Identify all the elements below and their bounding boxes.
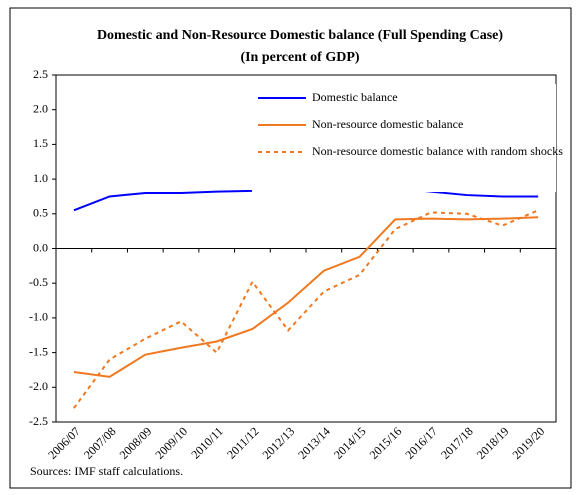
legend-label: Non-resource domestic balance [312, 117, 463, 131]
source-note: Sources: IMF staff calculations. [30, 464, 183, 478]
chart-title: Domestic and Non-Resource Domestic balan… [97, 28, 503, 43]
y-tick-label: 2.0 [33, 101, 48, 115]
y-tick-label: -2.5 [29, 414, 48, 428]
legend-label: Domestic balance [312, 90, 398, 104]
series-line [73, 209, 539, 409]
y-tick-label: 1.5 [33, 136, 48, 150]
chart-subtitle: (In percent of GDP) [240, 50, 359, 65]
y-tick-label: 0.5 [33, 206, 48, 220]
series-line [73, 216, 539, 378]
y-tick-label: -0.5 [29, 275, 48, 289]
y-tick-label: -1.5 [29, 344, 48, 358]
y-tick-label: 2.5 [33, 67, 48, 81]
legend-box [252, 84, 556, 192]
y-tick-label: -1.0 [29, 310, 48, 324]
y-tick-label: 0.0 [33, 240, 48, 254]
y-tick-label: 1.0 [33, 171, 48, 185]
legend-label: Non-resource domestic balance with rando… [312, 144, 563, 158]
y-tick-label: -2.0 [29, 379, 48, 393]
